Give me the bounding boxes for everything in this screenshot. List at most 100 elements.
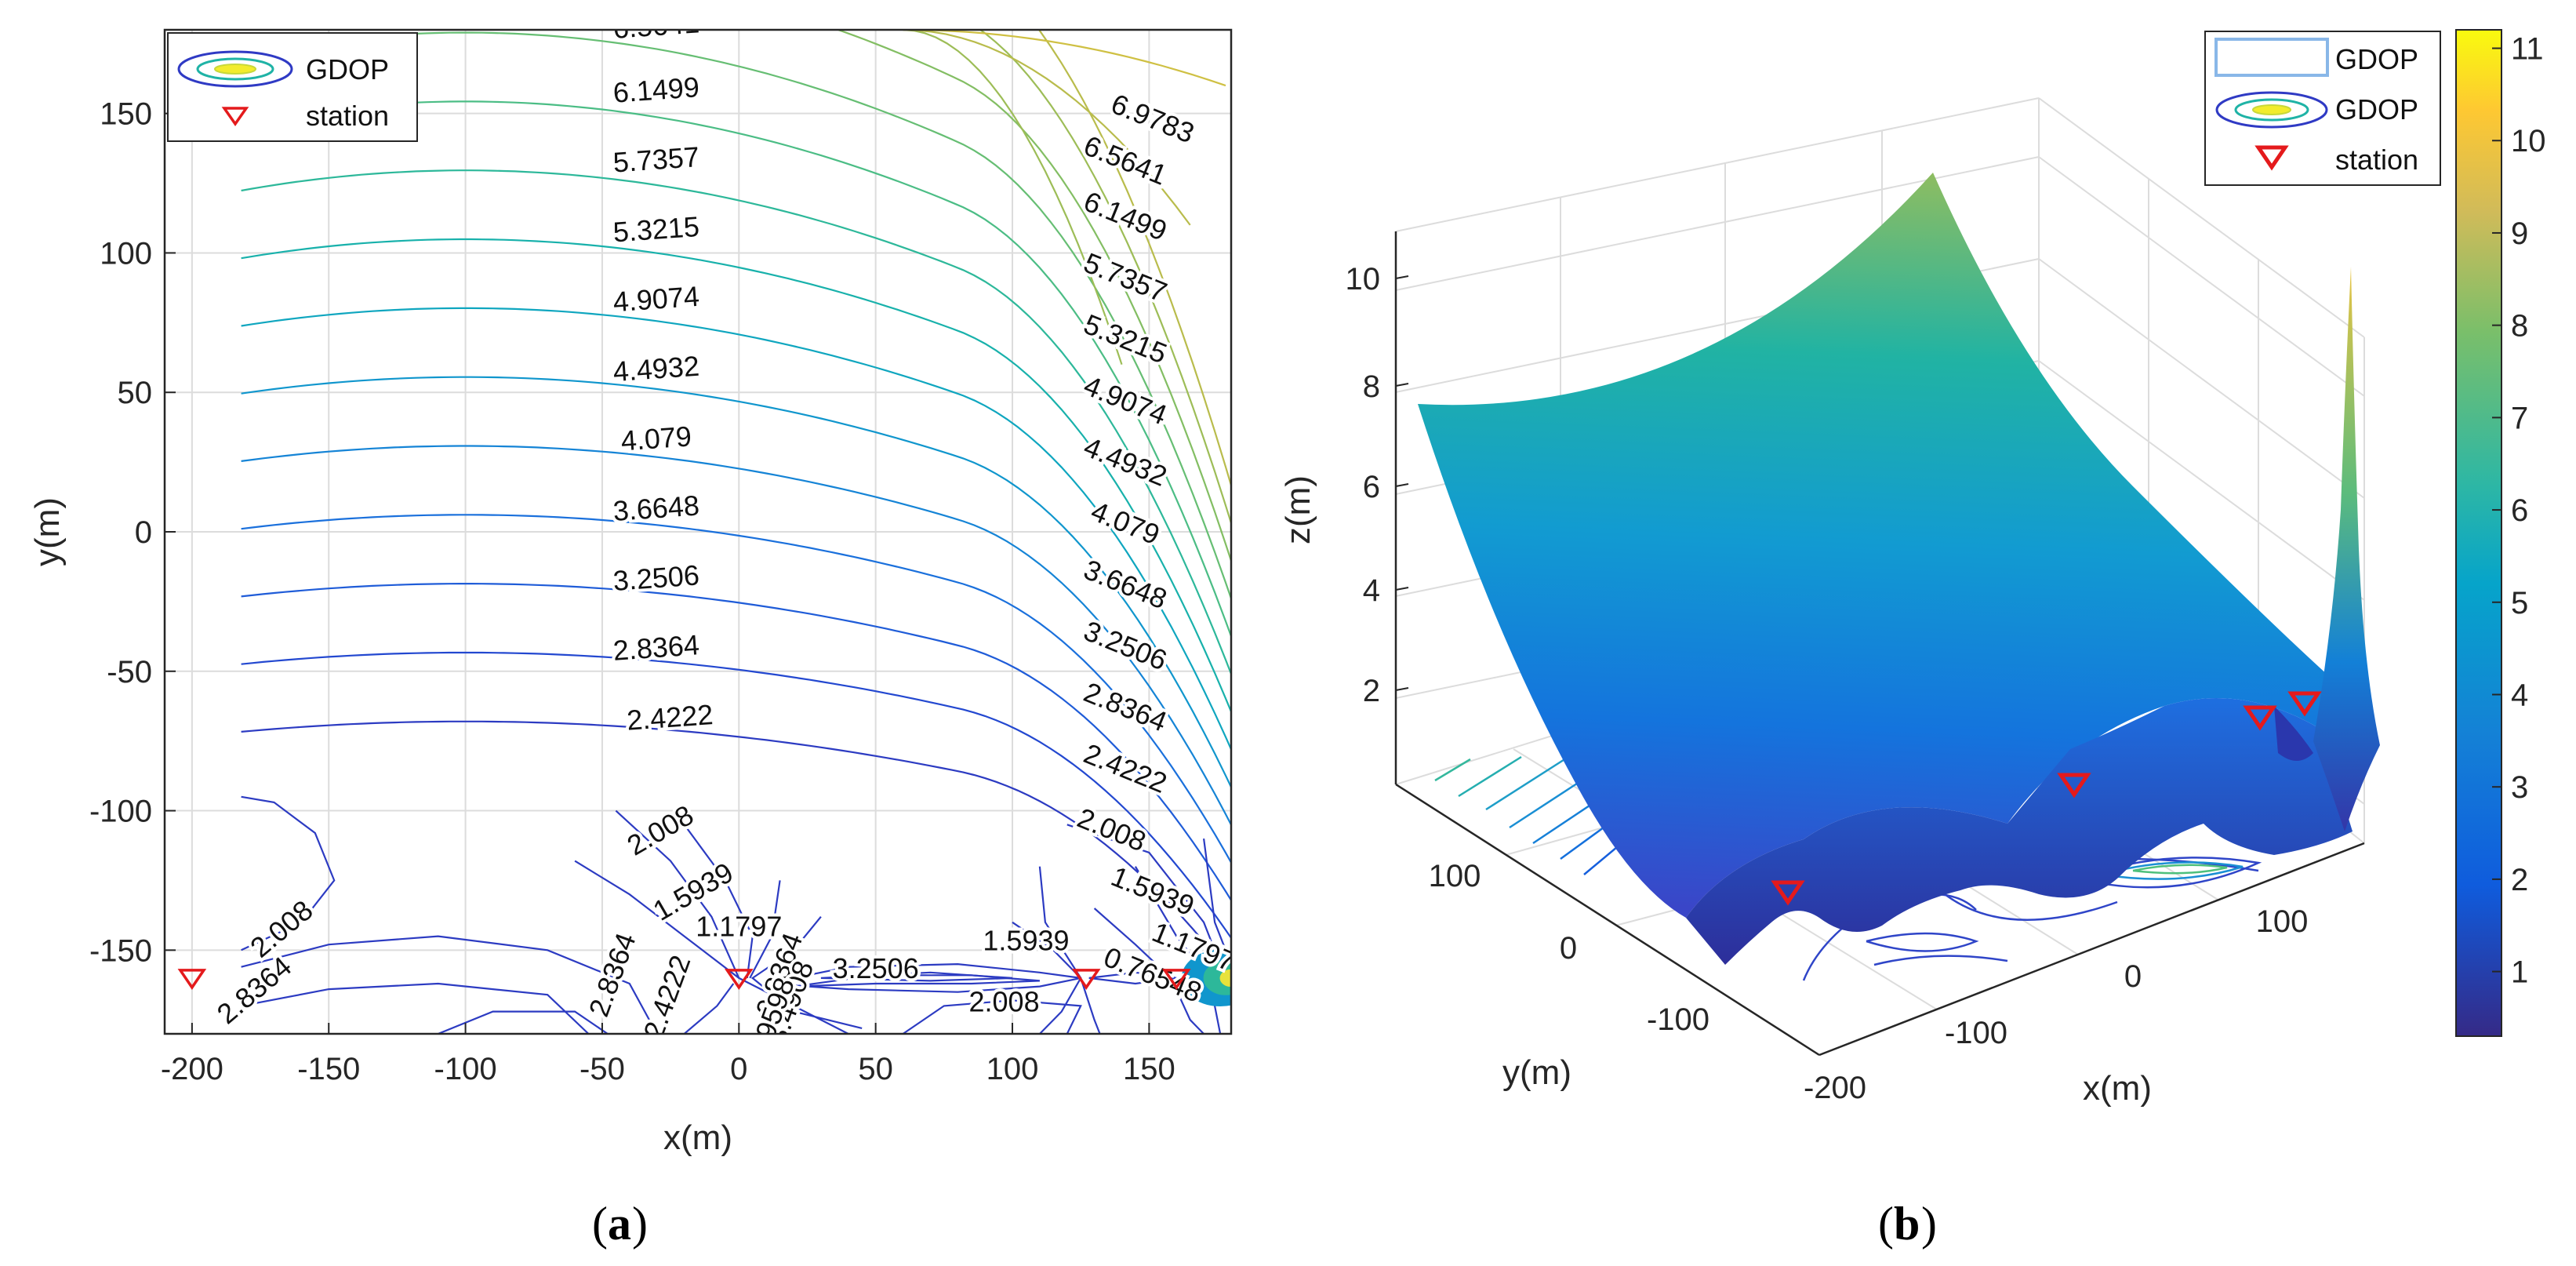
surface-spike [2313,267,2380,831]
contour-level-label: 4.9074 [1079,369,1171,431]
caption-a-open-paren: ( [592,1198,608,1250]
contour-level-label: 6.5641 [612,6,700,45]
contour-line [683,824,754,979]
colorbar-tick-label: 7 [2511,401,2528,435]
contour-line [683,983,735,1034]
contour-level-label: 1.1797 [696,911,782,943]
surface-y-tick-label: 100 [1429,859,1481,893]
contour-level-label: 2.8364 [583,929,642,1020]
contour-level-label: 2.8364 [612,628,700,667]
contour-level-label: 5.7357 [1079,246,1171,308]
legend-station-icon [2254,145,2289,171]
y-tick-label: -150 [89,933,152,968]
legend-contour-icon [177,50,293,88]
x-tick-label: -100 [434,1052,497,1086]
contour-line [574,860,849,1034]
contour-level-label: 4.4932 [1079,431,1171,493]
colorbar-tick-label: 8 [2511,309,2528,344]
contour-level-label: 6.1499 [612,71,700,109]
contour-level-label: 4.4932 [612,350,700,388]
contour-hotspot [1203,961,1231,995]
contour-level-label: 5.7357 [612,140,700,179]
contour-line [903,30,1123,366]
colorbar-tick-label: 4 [2511,678,2528,712]
contour-line [835,30,1231,564]
x-tick-label: 0 [730,1052,747,1086]
contour-level-label: 3.2506 [1079,614,1171,676]
surface-axis-ticks: 10 8 6 4 2 -200 -100 0 100 100 0 -100 [1346,262,2309,1105]
station-marker [2057,773,2091,799]
y-tick-label: 50 [118,376,153,410]
contour-lines [241,30,1231,1034]
contour-level-label: 2.4222 [637,951,696,1042]
contour-level-label: 6.5641 [1079,129,1171,191]
surface-x-tick-label: -100 [1945,1016,2007,1050]
caption-a: ( a ) [592,1198,648,1250]
contour-line [438,1010,609,1034]
legend-contour-icon [2215,91,2328,129]
colorbar-tick-label: 9 [2511,216,2528,251]
z-tick-label: 10 [1346,262,1381,296]
legend-label-gdop-surface: GDOP [2335,43,2418,75]
surface-axes-lines [1394,231,2365,1057]
colorbar-tick-label: 2 [2511,863,2528,897]
x-tick-label: 50 [858,1052,893,1086]
colorbar-ticks: 11 10 9 8 7 6 5 4 3 2 1 [2492,32,2546,990]
contour-line [615,809,740,979]
y-tick-label: 150 [100,97,152,132]
station-marker [1771,880,1805,906]
z-tick-mark [1395,587,1409,591]
surface-front-ridges [1686,698,2353,965]
contour-line [241,982,590,1034]
contour-line [241,651,1231,940]
contour-line [903,30,1191,226]
surface-spike-notch [2274,706,2313,761]
contour-level-label: 2.8364 [1079,675,1171,737]
contour-grid [165,30,1231,1034]
x-tick-label: 100 [986,1052,1039,1086]
z-tick-mark [1395,687,1409,691]
legend-surface-icon [2214,38,2329,77]
contour-line [903,30,1226,87]
contour-line [979,30,1231,526]
colorbar-tick-label: 11 [2511,32,2544,67]
x-tick-label: -200 [161,1052,223,1086]
y-tick-label: -50 [107,655,152,689]
colorbar-tick-label: 5 [2511,586,2528,620]
contour-legend-box [167,32,418,142]
contour-level-label: 3.6648 [1079,553,1171,615]
station-marker [2243,705,2277,731]
legend-label-gdop: GDOP [306,53,389,85]
y-tick-label: 100 [100,236,152,271]
legend-label-gdop-contour: GDOP [2335,93,2418,126]
colorbar-gradient [2455,29,2502,1037]
z-tick-mark [1395,383,1409,387]
contour-level-label: 1.5939 [1106,860,1198,922]
contour-axis-ticks: -200 -150 -100 -50 0 50 100 150 150 100 50 0 -50 -100… [89,97,1175,1086]
contour-level-label: 2.008 [244,893,318,963]
legend-label-station-surface: station [2335,144,2418,176]
x-tick-label: 150 [1123,1052,1175,1086]
x-tick-label: -50 [580,1052,625,1086]
z-tick-label: 2 [1363,674,1380,708]
z-tick-mark [1395,275,1409,279]
contour-level-label: 1.5939 [983,924,1069,956]
station-marker [724,969,754,990]
caption-b-open-paren: ( [1878,1198,1894,1250]
surface-x-tick-label: 0 [2124,959,2142,994]
surface-y-tick-label: -100 [1647,1002,1709,1037]
caption-b-close-paren: ) [1921,1198,1937,1250]
gdop-surface [1418,173,2380,965]
contour-line [241,720,1231,977]
contour-legend: GDOP station [167,32,418,142]
contour-line [241,445,1231,827]
station-marker [2287,691,2322,717]
y-tick-label: -100 [89,795,152,829]
contour-line [241,376,1231,789]
y-tick-label: 0 [135,515,152,550]
station-marker [1161,969,1191,990]
contour-line [241,935,658,1034]
contour-level-label: 2.4222 [626,698,714,737]
z-tick-label: 8 [1363,369,1380,404]
